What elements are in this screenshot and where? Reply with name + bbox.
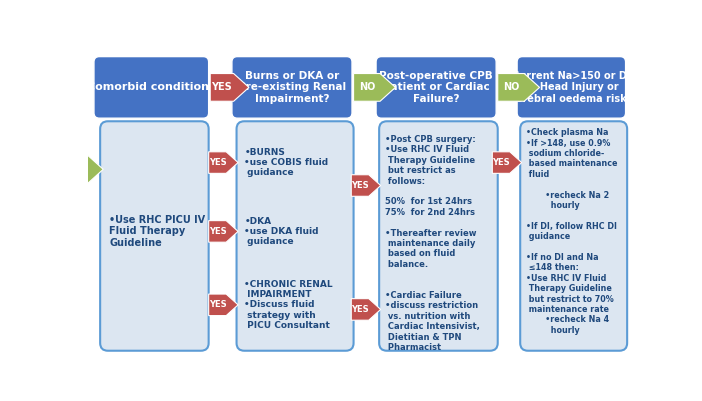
Text: •Use RHC PICU IV
Fluid Therapy
Guideline: •Use RHC PICU IV Fluid Therapy Guideline bbox=[110, 215, 206, 248]
Text: NO: NO bbox=[503, 82, 519, 92]
Text: Comorbid condition?: Comorbid condition? bbox=[87, 82, 216, 92]
Polygon shape bbox=[498, 73, 540, 101]
Text: Burns or DKA or
Pre-existing Renal
Impairment?: Burns or DKA or Pre-existing Renal Impai… bbox=[238, 71, 346, 104]
Polygon shape bbox=[208, 152, 238, 173]
Text: YES: YES bbox=[211, 82, 232, 92]
FancyBboxPatch shape bbox=[94, 57, 208, 118]
Polygon shape bbox=[210, 73, 249, 101]
Text: YES: YES bbox=[492, 158, 510, 167]
Text: NO: NO bbox=[359, 82, 375, 92]
FancyBboxPatch shape bbox=[517, 57, 625, 118]
Text: Current Na>150 or DI
or Head Injury or
cerebral oedema risk?: Current Na>150 or DI or Head Injury or c… bbox=[510, 71, 633, 104]
Text: YES: YES bbox=[208, 158, 226, 167]
FancyBboxPatch shape bbox=[232, 57, 352, 118]
Polygon shape bbox=[354, 73, 395, 101]
Text: Post-operative CPB
patient or Cardiac
Failure?: Post-operative CPB patient or Cardiac Fa… bbox=[379, 71, 493, 104]
Polygon shape bbox=[72, 153, 103, 186]
Text: YES: YES bbox=[208, 300, 226, 309]
Text: •CHRONIC RENAL
 IMPAIRMENT
•Discuss fluid
 strategy with
 PICU Consultant: •CHRONIC RENAL IMPAIRMENT •Discuss fluid… bbox=[244, 279, 333, 330]
FancyBboxPatch shape bbox=[379, 121, 498, 351]
Text: •Check plasma Na
•If >148, use 0.9%
 sodium chloride-
 based maintenance
 fluid
: •Check plasma Na •If >148, use 0.9% sodi… bbox=[526, 128, 618, 335]
Polygon shape bbox=[208, 294, 238, 316]
Text: YES: YES bbox=[351, 181, 369, 190]
Polygon shape bbox=[351, 175, 380, 196]
FancyBboxPatch shape bbox=[100, 121, 208, 351]
Polygon shape bbox=[492, 152, 522, 173]
FancyBboxPatch shape bbox=[520, 121, 627, 351]
FancyBboxPatch shape bbox=[237, 121, 354, 351]
Text: YES: YES bbox=[208, 227, 226, 236]
Polygon shape bbox=[351, 299, 380, 320]
Text: •BURNS
•use COBIS fluid
 guidance: •BURNS •use COBIS fluid guidance bbox=[244, 148, 329, 178]
FancyBboxPatch shape bbox=[376, 57, 496, 118]
Polygon shape bbox=[208, 221, 238, 242]
Text: YES: YES bbox=[351, 305, 369, 314]
Text: •Post CPB surgery:
•Use RHC IV Fluid
 Therapy Guideline
 but restrict as
 follow: •Post CPB surgery: •Use RHC IV Fluid The… bbox=[385, 135, 477, 269]
Text: NO: NO bbox=[71, 164, 87, 174]
Text: •DKA
•use DKA fluid
 guidance: •DKA •use DKA fluid guidance bbox=[244, 217, 319, 246]
Text: •Cardiac Failure
•discuss restriction
 vs. nutrition with
 Cardiac Intensivist,
: •Cardiac Failure •discuss restriction vs… bbox=[385, 291, 480, 352]
